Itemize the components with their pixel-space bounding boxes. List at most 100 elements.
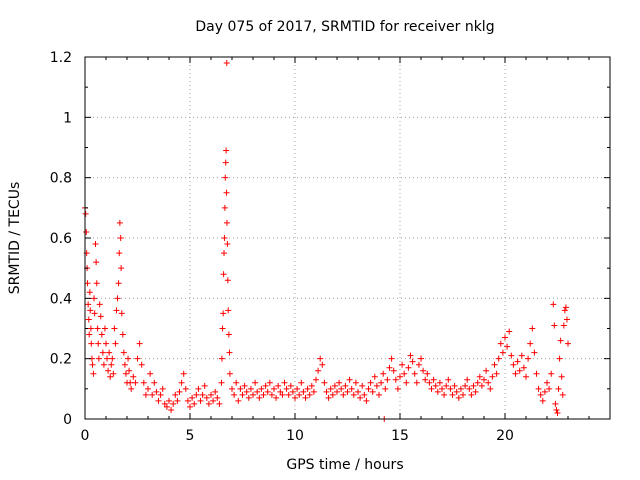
data-point: [222, 174, 229, 181]
data-point: [541, 388, 548, 395]
data-point: [367, 379, 374, 386]
data-point: [336, 379, 343, 386]
data-point: [409, 358, 416, 365]
data-point: [308, 382, 315, 389]
data-point: [197, 397, 204, 404]
data-point: [559, 391, 566, 398]
data-point: [557, 337, 564, 344]
data-point: [376, 391, 382, 398]
data-point: [340, 391, 347, 398]
data-point: [478, 382, 485, 389]
data-point: [460, 391, 466, 398]
data-point: [350, 391, 357, 398]
data-point: [327, 385, 334, 392]
data-point: [455, 394, 462, 401]
data-point: [304, 385, 311, 392]
data-point: [120, 349, 127, 356]
data-point: [466, 385, 473, 392]
data-point: [554, 409, 561, 416]
data-point: [300, 388, 307, 395]
data-point: [346, 376, 353, 383]
data-point: [369, 388, 376, 395]
data-point: [118, 265, 125, 272]
data-point: [275, 382, 282, 389]
data-point: [436, 379, 443, 386]
data-point: [279, 391, 286, 398]
data-point: [101, 325, 108, 332]
data-point: [99, 349, 106, 356]
data-point: [112, 340, 119, 347]
data-point: [104, 355, 111, 362]
data-point: [86, 331, 93, 338]
data-point: [394, 385, 401, 392]
data-point: [235, 397, 242, 404]
data-point: [108, 361, 115, 368]
data-point: [111, 325, 118, 332]
data-point: [420, 367, 427, 374]
data-point: [550, 301, 557, 308]
data-point: [474, 379, 481, 386]
data-point: [310, 388, 317, 395]
data-point: [439, 385, 445, 392]
data-point: [457, 385, 464, 392]
data-point: [95, 355, 102, 362]
data-point: [226, 370, 233, 377]
data-point: [555, 385, 562, 392]
data-point: [106, 349, 113, 356]
data-point: [147, 370, 154, 377]
data-point: [487, 385, 494, 392]
data-point: [321, 379, 328, 386]
data-point: [252, 379, 259, 386]
data-point: [103, 340, 109, 347]
data-point: [407, 352, 414, 359]
axes: 0 5 10 15 20 0 0.2 0.4 0.6 0.8 1 1.2: [50, 50, 611, 444]
data-point: [317, 355, 324, 362]
data-point: [84, 280, 91, 287]
data-point: [348, 385, 355, 392]
data-point: [533, 370, 540, 377]
data-point: [523, 373, 529, 380]
plot-frame: [84, 56, 611, 420]
data-point: [224, 241, 231, 248]
data-point: [114, 295, 121, 302]
data-point: [216, 400, 223, 407]
data-point: [180, 370, 187, 377]
data-point: [93, 259, 100, 266]
data-point: [342, 382, 349, 389]
data-point: [561, 307, 568, 314]
data-point: [283, 385, 290, 392]
data-point: [315, 367, 322, 374]
data-point: [504, 343, 511, 350]
data-point: [221, 204, 228, 211]
data-point: [85, 316, 92, 323]
data-point: [208, 391, 214, 398]
data-point: [140, 379, 147, 386]
data-point: [518, 352, 525, 359]
data-point: [264, 388, 271, 395]
data-point: [210, 397, 217, 404]
data-points: [82, 60, 571, 422]
data-point: [182, 385, 189, 392]
data-point: [413, 379, 420, 386]
y-tick-label: 0.8: [50, 171, 72, 187]
data-point: [294, 385, 301, 392]
data-point: [195, 385, 202, 392]
data-point: [468, 391, 475, 398]
data-point: [245, 394, 252, 401]
data-point: [223, 147, 230, 154]
data-point: [218, 379, 225, 386]
data-point: [94, 325, 101, 332]
data-point: [390, 367, 397, 374]
data-point: [527, 340, 534, 347]
x-tick-label: 10: [286, 428, 304, 444]
data-point: [89, 361, 96, 368]
data-point: [556, 355, 563, 362]
data-point: [191, 400, 198, 407]
data-point: [229, 385, 235, 392]
data-point: [285, 391, 292, 398]
data-point: [172, 391, 179, 398]
data-point: [553, 406, 560, 413]
data-point: [88, 340, 95, 347]
data-point: [422, 376, 429, 383]
data-point: [472, 388, 479, 395]
